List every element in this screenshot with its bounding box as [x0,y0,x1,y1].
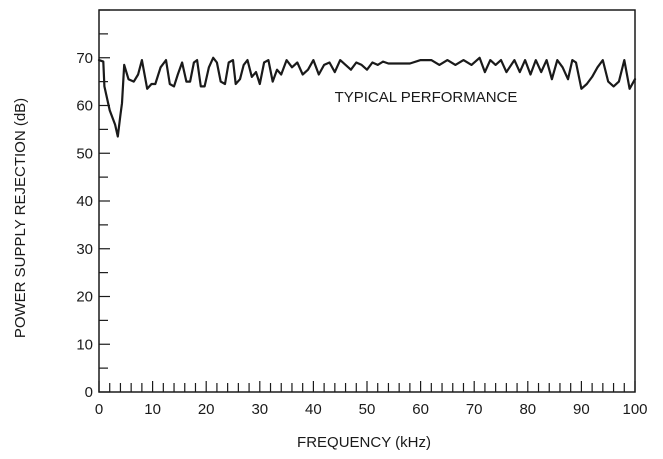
x-tick-label: 0 [95,401,103,418]
x-tick-label: 50 [359,401,376,418]
x-tick-label: 40 [305,401,322,418]
x-axis-tick-labels: 0 10 20 30 40 50 60 70 80 90 100 [95,401,648,418]
y-axis-tick-labels: 0 10 20 30 40 50 60 70 [76,50,93,401]
y-tick-label: 30 [76,241,93,258]
y-axis-title: POWER SUPPLY REJECTION (dB) [12,98,29,338]
series-layer [97,56,637,138]
y-tick-label: 0 [85,384,93,401]
x-tick-label: 70 [466,401,483,418]
psr-series-line [97,56,637,138]
x-tick-label: 20 [198,401,215,418]
y-tick-label: 60 [76,98,93,115]
typical-performance-annotation: TYPICAL PERFORMANCE [335,89,518,106]
x-tick-label: 60 [412,401,429,418]
x-axis-title: FREQUENCY (kHz) [297,434,431,451]
y-tick-label: 10 [76,336,93,353]
y-tick-label: 20 [76,289,93,306]
y-tick-label: 70 [76,50,93,67]
x-tick-label: 30 [251,401,268,418]
y-axis-ticks [99,9,110,393]
x-axis-ticks [98,381,636,392]
y-tick-label: 50 [76,145,93,162]
x-tick-label: 100 [622,401,647,418]
x-tick-label: 10 [144,401,161,418]
x-tick-label: 80 [519,401,536,418]
x-tick-label: 90 [573,401,590,418]
y-tick-label: 40 [76,193,93,210]
